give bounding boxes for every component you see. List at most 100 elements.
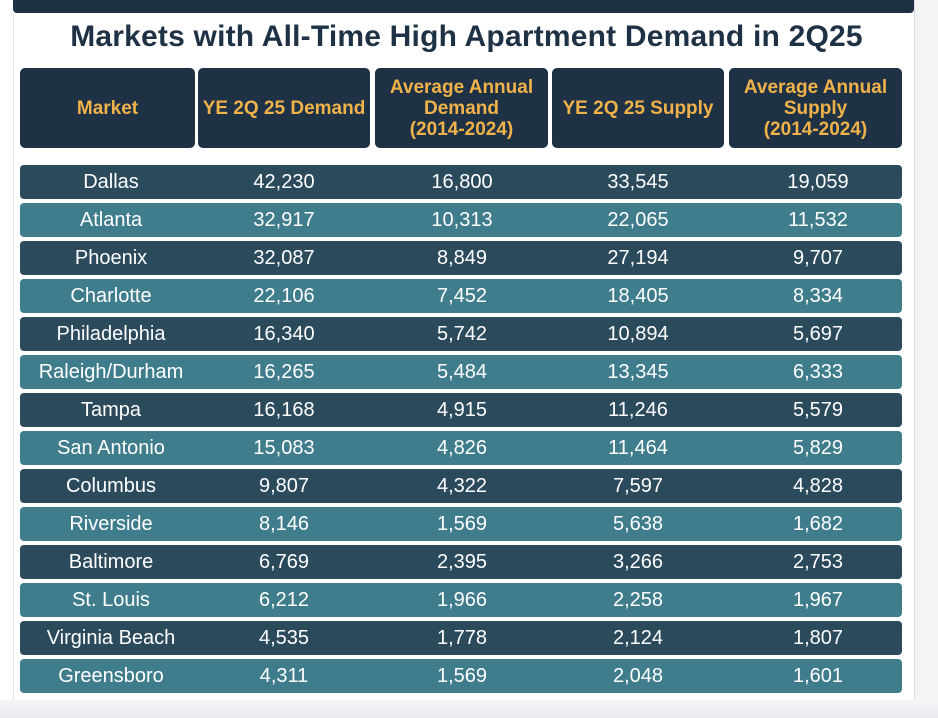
cell-avg_supply: 11,532 <box>788 209 848 231</box>
header-label: Average Annual Supply (2014-2024) <box>744 77 887 140</box>
cell-supply: 2,258 <box>612 589 664 611</box>
table-row: Charlotte 22,106 7,452 18,405 8,334 <box>20 279 902 313</box>
cell-market: Charlotte <box>70 285 152 307</box>
cell-avg_demand: 7,452 <box>436 285 488 307</box>
cell-demand: 32,087 <box>253 247 315 269</box>
cell-market: St. Louis <box>72 589 150 611</box>
cell-supply: 11,246 <box>608 399 668 421</box>
cell-avg_supply: 2,753 <box>792 551 844 573</box>
cell-demand: 32,917 <box>253 209 315 231</box>
cell-supply: 7,597 <box>612 475 664 497</box>
cell-avg_demand: 16,800 <box>431 171 493 193</box>
cell-avg_supply: 1,682 <box>792 513 844 535</box>
table-row: Virginia Beach 4,535 1,778 2,124 1,807 <box>20 621 902 655</box>
cell-avg_supply: 5,829 <box>792 437 844 459</box>
cell-avg_supply: 8,334 <box>792 285 844 307</box>
table-row: Riverside 8,146 1,569 5,638 1,682 <box>20 507 902 541</box>
cell-supply: 33,545 <box>607 171 669 193</box>
header-label-line: Average Annual <box>389 76 534 98</box>
cell-supply: 11,464 <box>608 437 668 459</box>
cell-demand: 6,769 <box>258 551 310 573</box>
cell-market: Dallas <box>83 171 139 193</box>
table-row: Baltimore 6,769 2,395 3,266 2,753 <box>20 545 902 579</box>
header-label-line: YE 2Q 25 Demand <box>202 97 366 119</box>
header-label: YE 2Q 25 Supply <box>563 98 714 119</box>
table-row: Columbus 9,807 4,322 7,597 4,828 <box>20 469 902 503</box>
header-label-line: (2014-2024) <box>763 118 868 140</box>
header-label-line: YE 2Q 25 Supply <box>562 97 714 119</box>
cell-avg_demand: 10,313 <box>431 209 493 231</box>
table-title: Markets with All-Time High Apartment Dem… <box>70 20 863 53</box>
cell-supply: 10,894 <box>607 323 669 345</box>
cell-avg_supply: 6,333 <box>792 361 844 383</box>
header-label: Market <box>77 98 138 119</box>
header-avg_demand: Average Annual Demand (2014-2024) <box>375 68 548 148</box>
cell-demand: 42,230 <box>253 171 315 193</box>
cell-demand: 6,212 <box>258 589 310 611</box>
header-market: Market <box>20 68 195 148</box>
cell-avg_demand: 1,569 <box>436 665 488 687</box>
cell-supply: 2,124 <box>612 627 664 649</box>
cell-avg_demand: 5,484 <box>436 361 488 383</box>
cell-demand: 22,106 <box>253 285 315 307</box>
cell-avg_demand: 5,742 <box>436 323 488 345</box>
table-row: Atlanta 32,917 10,313 22,065 11,532 <box>20 203 902 237</box>
table-row: Dallas 42,230 16,800 33,545 19,059 <box>20 165 902 199</box>
header-label-line: Market <box>76 97 139 119</box>
cell-market: Raleigh/Durham <box>38 361 184 383</box>
cell-avg_supply: 1,807 <box>792 627 844 649</box>
cell-demand: 16,340 <box>253 323 315 345</box>
cell-supply: 5,638 <box>612 513 664 535</box>
cell-supply: 27,194 <box>607 247 669 269</box>
cell-market: Phoenix <box>74 247 148 269</box>
table-row: Raleigh/Durham 16,265 5,484 13,345 6,333 <box>20 355 902 389</box>
cell-market: Tampa <box>80 399 142 421</box>
cell-supply: 13,345 <box>607 361 669 383</box>
cell-demand: 16,265 <box>253 361 315 383</box>
cell-avg_demand: 4,322 <box>436 475 488 497</box>
cell-avg_supply: 4,828 <box>792 475 844 497</box>
cell-supply: 2,048 <box>612 665 664 687</box>
header-avg_supply: Average Annual Supply (2014-2024) <box>729 68 902 148</box>
cell-market: Columbus <box>65 475 157 497</box>
cell-avg_demand: 1,569 <box>436 513 488 535</box>
cell-avg_demand: 4,826 <box>436 437 488 459</box>
table-row: Tampa 16,168 4,915 11,246 5,579 <box>20 393 902 427</box>
cell-avg_supply: 1,967 <box>792 589 844 611</box>
header-demand: YE 2Q 25 Demand <box>198 68 370 148</box>
table-row: San Antonio 15,083 4,826 11,464 5,829 <box>20 431 902 465</box>
header-label-line: Demand <box>424 97 499 119</box>
header-label: Average Annual Demand (2014-2024) <box>390 77 533 140</box>
cell-market: San Antonio <box>57 437 165 459</box>
cell-market: Atlanta <box>79 209 143 231</box>
header-label-line: (2014-2024) <box>409 118 514 140</box>
cell-supply: 18,405 <box>607 285 669 307</box>
cell-avg_demand: 4,915 <box>436 399 488 421</box>
table-row: Greensboro 4,311 1,569 2,048 1,601 <box>20 659 902 693</box>
cell-demand: 15,083 <box>253 437 315 459</box>
cell-market: Philadelphia <box>56 323 166 345</box>
cell-avg_supply: 9,707 <box>792 247 844 269</box>
cell-avg_demand: 1,966 <box>436 589 488 611</box>
cell-supply: 3,266 <box>612 551 664 573</box>
cell-avg_supply: 5,579 <box>792 399 844 421</box>
cell-avg_demand: 8,849 <box>436 247 488 269</box>
cell-avg_supply: 1,601 <box>792 665 844 687</box>
table-row: Phoenix 32,087 8,849 27,194 9,707 <box>20 241 902 275</box>
cell-market: Virginia Beach <box>46 627 176 649</box>
header-label-line: Average Annual <box>743 76 888 98</box>
cell-supply: 22,065 <box>607 209 669 231</box>
cell-demand: 9,807 <box>258 475 310 497</box>
cell-avg_demand: 1,778 <box>436 627 488 649</box>
table-row: Philadelphia 16,340 5,742 10,894 5,697 <box>20 317 902 351</box>
cell-avg_supply: 19,059 <box>787 171 849 193</box>
cell-market: Greensboro <box>58 665 164 687</box>
cell-demand: 8,146 <box>258 513 310 535</box>
cell-demand: 4,311 <box>259 665 309 687</box>
cell-demand: 16,168 <box>253 399 315 421</box>
cell-market: Riverside <box>69 513 153 535</box>
header-label: YE 2Q 25 Demand <box>203 98 366 119</box>
header-label-line: Supply <box>783 97 848 119</box>
cell-demand: 4,535 <box>258 627 310 649</box>
